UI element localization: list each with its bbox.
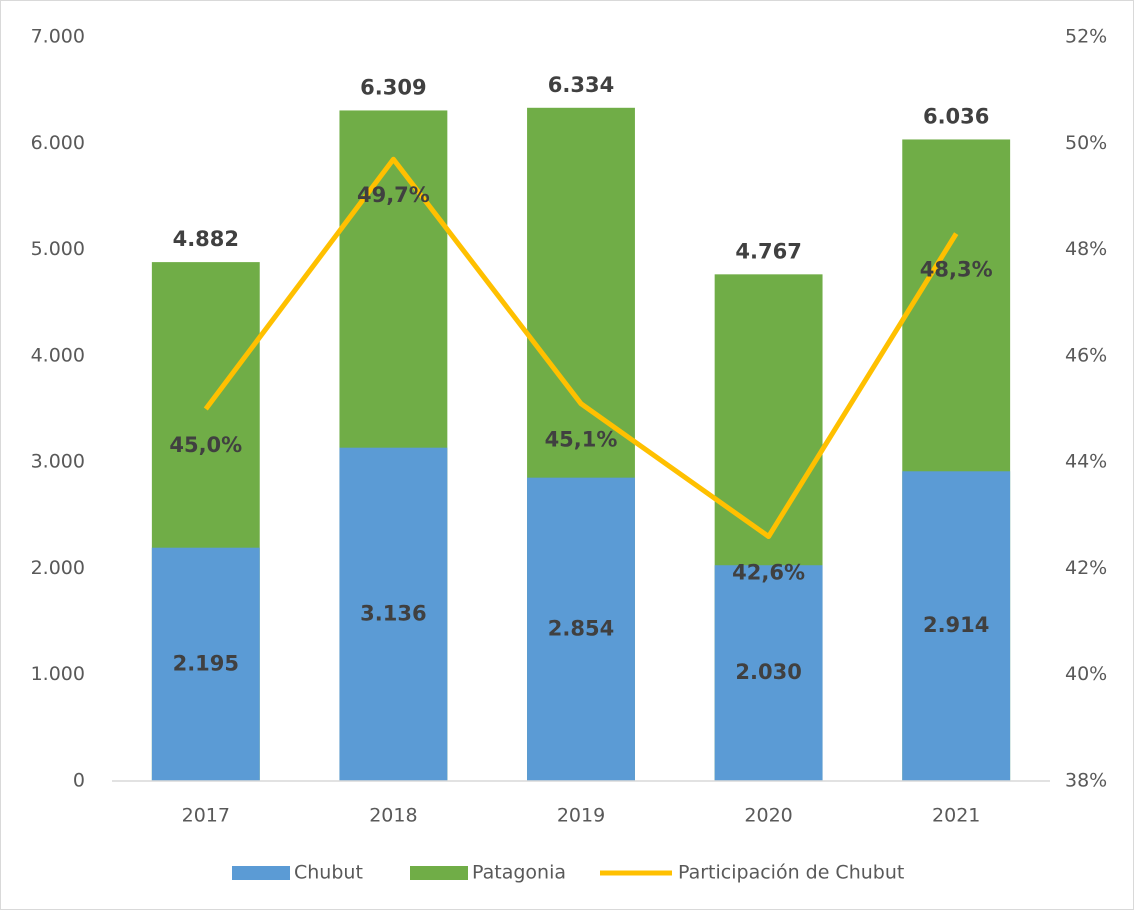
data-label: 2.914 (923, 613, 989, 637)
legend-label: Patagonia (472, 862, 566, 884)
y2-tick-label: 44% (1065, 451, 1107, 473)
data-label: 4.882 (173, 227, 239, 251)
y-tick-label: 4.000 (31, 344, 85, 366)
y-tick-label: 6.000 (31, 132, 85, 154)
bar (527, 477, 635, 781)
x-tick-label: 2019 (557, 805, 605, 827)
data-label: 45,0% (169, 433, 242, 457)
data-label: 2.195 (173, 651, 239, 675)
data-label: 48,3% (920, 258, 993, 282)
legend-swatch (232, 866, 290, 880)
x-tick-label: 2018 (369, 805, 417, 827)
y-tick-label: 5.000 (31, 238, 85, 260)
legend-label: Participación de Chubut (678, 862, 904, 884)
x-tick-label: 2021 (932, 805, 980, 827)
data-label: 2.030 (735, 660, 801, 684)
data-label: 2.854 (548, 616, 614, 640)
x-tick-label: 2017 (182, 805, 230, 827)
y2-tick-label: 40% (1065, 663, 1107, 685)
data-label: 6.334 (548, 73, 614, 97)
y2-tick-label: 42% (1065, 557, 1107, 579)
data-label: 42,6% (732, 561, 805, 585)
x-tick-label: 2020 (744, 805, 792, 827)
y2-tick-label: 46% (1065, 344, 1107, 366)
line (203, 156, 959, 540)
y2-tick-label: 50% (1065, 132, 1107, 154)
y-tick-label: 2.000 (31, 557, 85, 579)
legend-swatch (410, 866, 468, 880)
bar (339, 447, 448, 781)
bar (902, 471, 1011, 781)
data-label: 6.036 (923, 104, 989, 128)
y2-tick-label: 52% (1065, 26, 1107, 48)
y2-tick-label: 38% (1065, 770, 1107, 792)
y-tick-label: 3.000 (31, 451, 85, 473)
data-label: 4.767 (735, 239, 801, 263)
data-label: 49,7% (357, 183, 430, 207)
y-tick-label: 0 (73, 770, 85, 792)
legend-label: Chubut (294, 862, 363, 884)
y-tick-label: 1.000 (31, 663, 85, 685)
y-tick-label: 7.000 (31, 26, 85, 48)
y2-tick-label: 48% (1065, 238, 1107, 260)
bar (151, 547, 260, 781)
data-label: 45,1% (545, 428, 618, 452)
data-label: 3.136 (360, 601, 426, 625)
bar (714, 565, 823, 781)
data-label: 6.309 (360, 75, 426, 99)
